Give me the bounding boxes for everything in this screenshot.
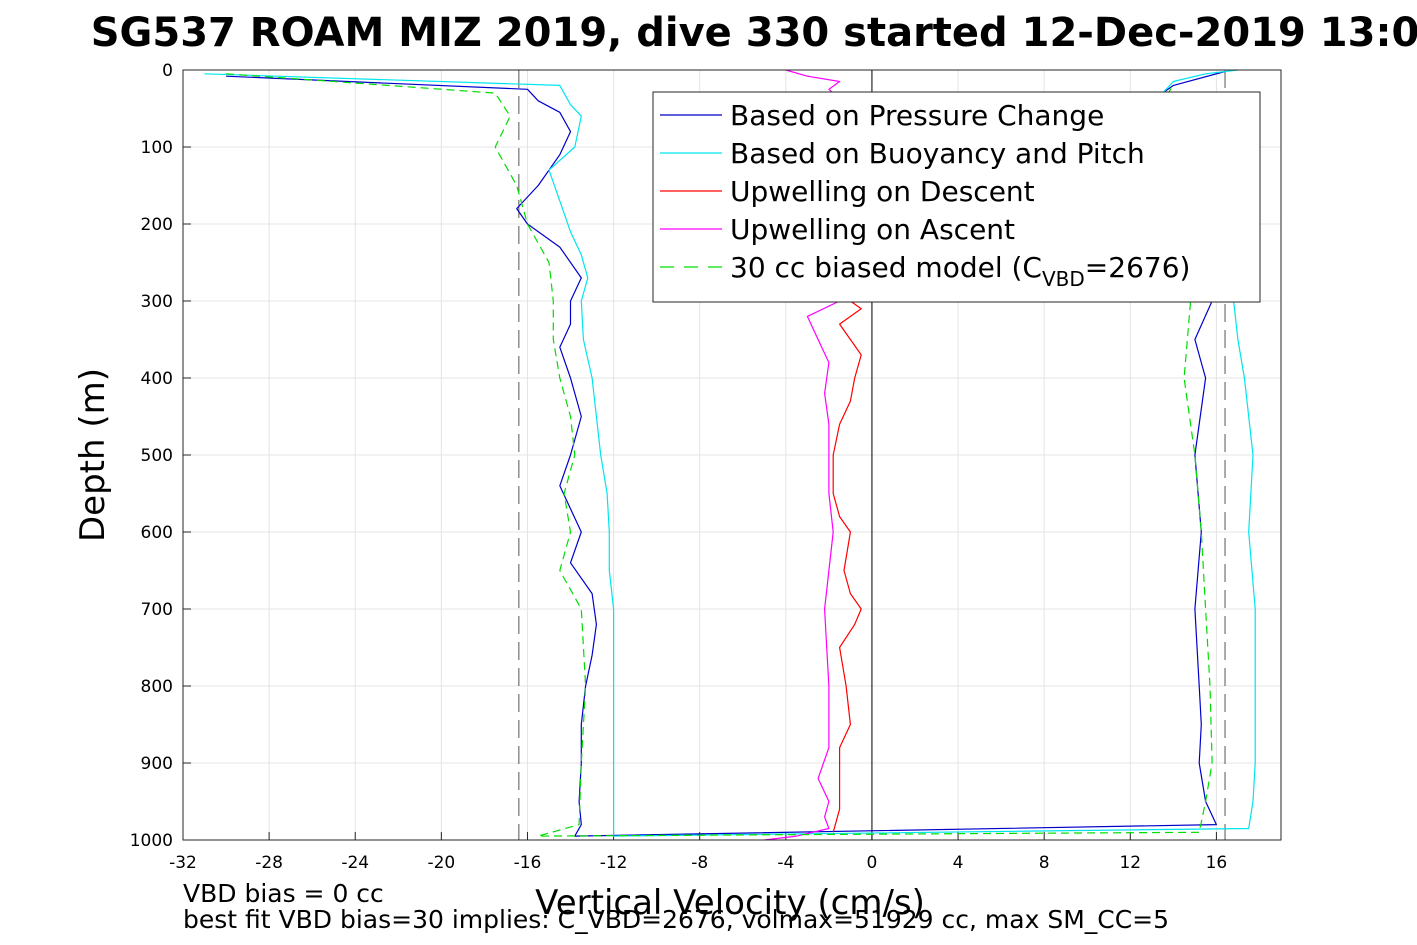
y-tick-label: 400: [141, 369, 173, 389]
series-line-1: [226, 70, 1226, 837]
x-tick-labels: -32 -28 -24 -20 -16 -12 -8 -4 0 4 8 12 16: [169, 853, 1227, 873]
legend-label: Upwelling on Descent: [730, 175, 1035, 208]
x-tick-label: 4: [953, 853, 964, 873]
y-tick-label: 900: [141, 754, 173, 774]
legend-label-subscript: VBD: [1042, 267, 1085, 291]
x-tick-label: 8: [1039, 853, 1050, 873]
x-tick-label: -16: [514, 853, 542, 873]
legend-label: 30 cc biased model (CVBD=2676): [730, 251, 1190, 291]
x-tick-label: -24: [341, 853, 369, 873]
legend-label: Upwelling on Ascent: [730, 213, 1015, 246]
x-tick-label: 12: [1119, 853, 1141, 873]
y-tick-labels: 0 100 200 300 400 500 600 700 800 900 1000: [130, 61, 173, 851]
x-tick-label: -8: [691, 853, 708, 873]
y-tick-label: 200: [141, 215, 173, 235]
legend: Based on Pressure Change Based on Buoyanc…: [652, 91, 1261, 303]
x-tick-label: -28: [255, 853, 283, 873]
y-tick-label: 700: [141, 600, 173, 620]
x-tick-label: -32: [169, 853, 197, 873]
y-tick-label: 0: [162, 61, 173, 81]
x-tick-label: -4: [777, 853, 794, 873]
footer-line-1: VBD bias = 0 cc: [183, 879, 384, 908]
y-tick-label: 800: [141, 677, 173, 697]
series-line-5: [226, 73, 1213, 837]
legend-items: Based on Pressure Change Based on Buoyanc…: [660, 99, 1190, 291]
y-axis-label: Depth (m): [73, 368, 113, 542]
y-tick-label: 1000: [130, 831, 173, 851]
legend-label-main: 30 cc biased model (C: [730, 251, 1042, 284]
y-tick-label: 500: [141, 446, 173, 466]
x-tick-label: 0: [867, 853, 878, 873]
x-axis-label: Vertical Velocity (cm/s): [535, 883, 925, 923]
y-tick-label: 300: [141, 292, 173, 312]
y-tick-label: 600: [141, 523, 173, 543]
x-tick-label: -12: [600, 853, 628, 873]
footer-line-2: best fit VBD bias=30 implies: C_VBD=2676…: [183, 905, 1169, 934]
chart-title: SG537 ROAM MIZ 2019, dive 330 started 12…: [91, 10, 1417, 56]
x-tick-label: 16: [1206, 853, 1228, 873]
legend-box: [652, 91, 1261, 303]
series-line-3: [832, 300, 862, 833]
legend-label-tail: =2676): [1085, 251, 1191, 284]
axes-frame: [182, 69, 1282, 841]
x-tick-label: -20: [427, 853, 455, 873]
legend-label: Based on Buoyancy and Pitch: [730, 137, 1145, 170]
legend-label: Based on Pressure Change: [730, 99, 1104, 132]
y-tick-label: 100: [141, 138, 173, 158]
